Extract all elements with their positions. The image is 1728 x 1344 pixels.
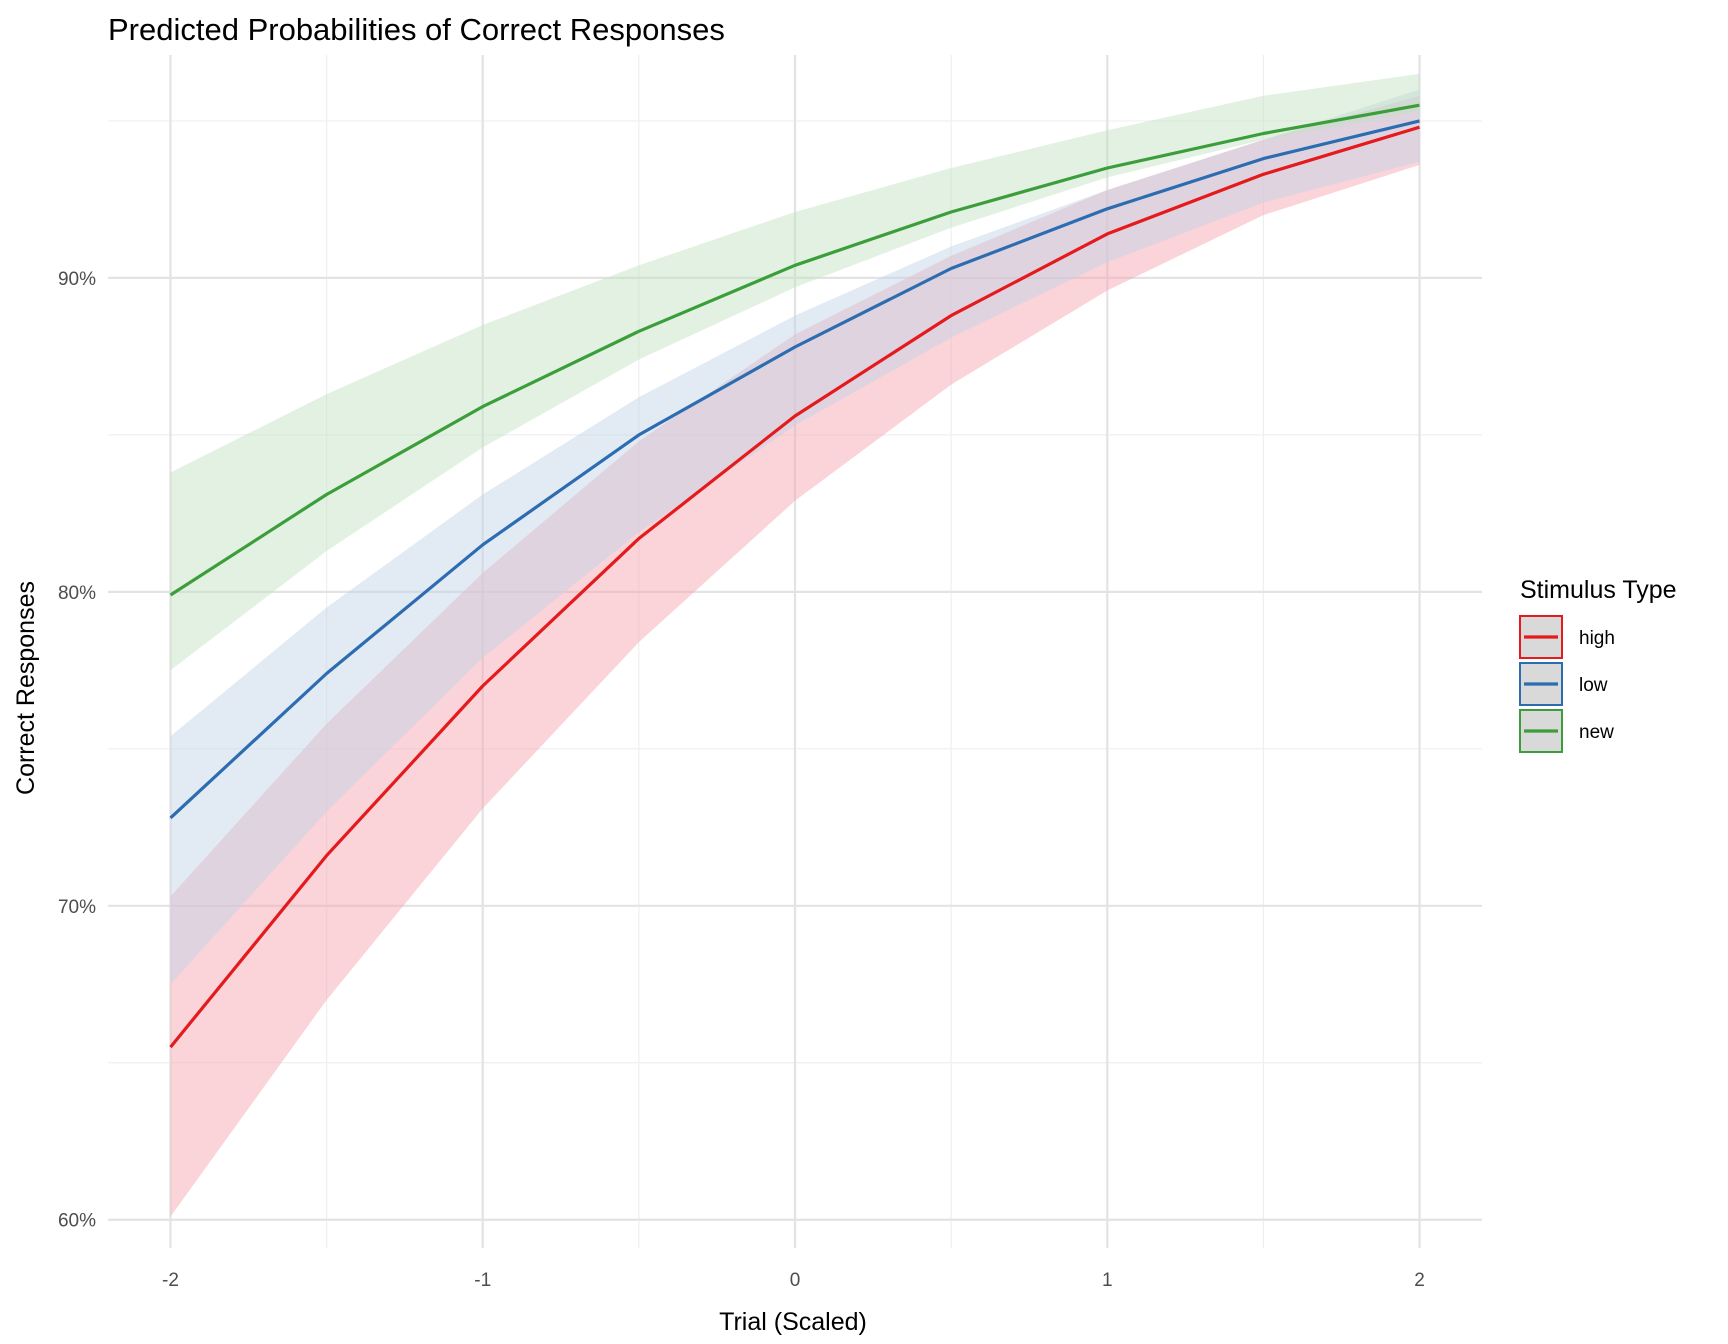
legend: Stimulus Type high low new: [1519, 576, 1677, 753]
band-low: [170, 89, 1420, 985]
legend-item-low: low: [1519, 662, 1608, 706]
y-tick-label-3: 90%: [58, 269, 96, 290]
x-tick-label-3: 1: [1102, 1270, 1113, 1291]
line-new: [169, 103, 1420, 597]
x-tick-label-1: -1: [474, 1270, 491, 1291]
legend-label-high: high: [1579, 628, 1615, 649]
x-tick-label-2: 0: [790, 1270, 801, 1291]
y-tick-label-2: 80%: [58, 583, 96, 604]
confidence-bands: [170, 73, 1420, 1217]
line-low: [169, 119, 1420, 820]
legend-items: high low new: [1519, 615, 1615, 753]
x-tick-label-0: -2: [162, 1270, 179, 1291]
grid-major: [108, 55, 1482, 1248]
legend-item-high: high: [1519, 615, 1615, 659]
x-axis-title: Trial (Scaled): [719, 1308, 867, 1336]
plot-panel: [108, 55, 1482, 1248]
legend-label-new: new: [1579, 722, 1614, 743]
legend-title: Stimulus Type: [1520, 576, 1677, 604]
chart-title: Predicted Probabilities of Correct Respo…: [108, 12, 725, 47]
legend-label-low: low: [1579, 675, 1608, 696]
y-axis-title: Correct Responses: [12, 581, 40, 795]
band-new: [170, 73, 1420, 671]
series-lines: [169, 103, 1420, 1049]
line-high: [169, 125, 1420, 1049]
y-tick-label-0: 60%: [58, 1211, 96, 1232]
x-axis-ticks: -2 -1 0 1 2: [162, 1270, 1425, 1291]
x-tick-label-4: 2: [1414, 1270, 1425, 1291]
y-axis-ticks: 60% 70% 80% 90%: [58, 269, 96, 1232]
band-high: [170, 95, 1420, 1217]
legend-item-new: new: [1519, 709, 1614, 753]
y-tick-label-1: 70%: [58, 897, 96, 918]
